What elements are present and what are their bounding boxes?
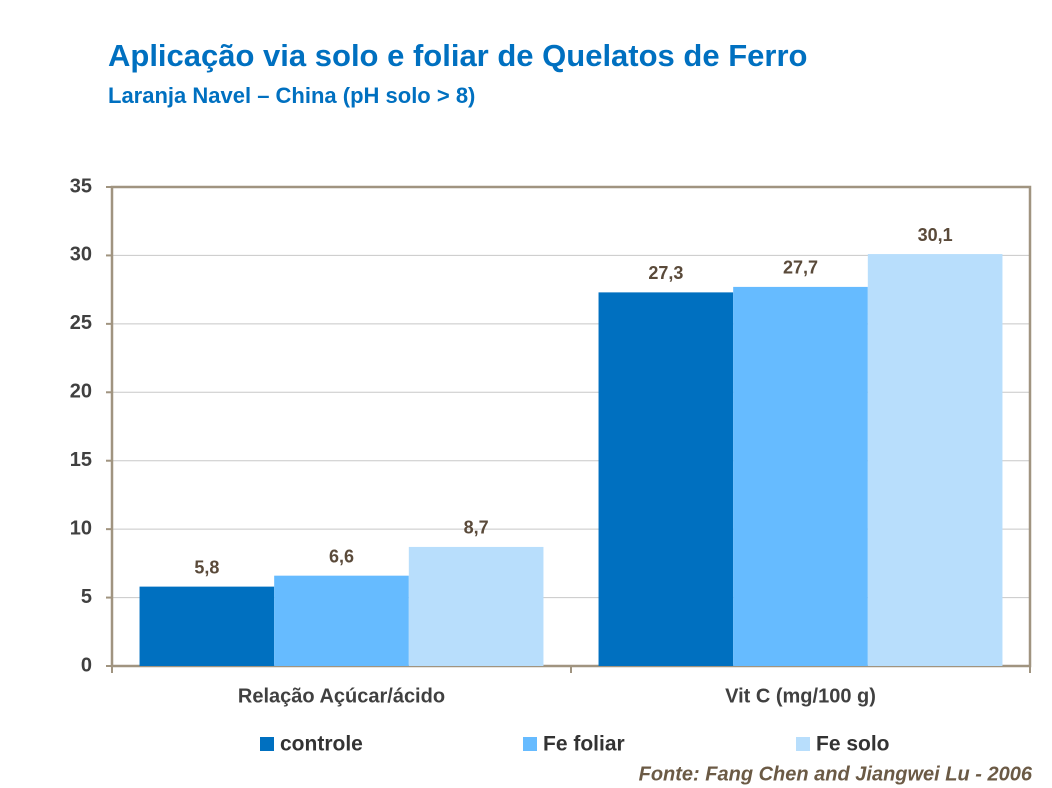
bar [408, 546, 544, 666]
data-label: 30,1 [918, 225, 953, 245]
legend-swatch [260, 737, 274, 751]
y-tick-label: 15 [70, 449, 92, 471]
y-tick-label: 30 [70, 244, 92, 266]
data-label: 27,3 [648, 263, 683, 283]
bar [733, 286, 868, 666]
legend-swatch [796, 737, 810, 751]
y-tick-label: 5 [81, 586, 92, 608]
bar [867, 254, 1003, 666]
bar [274, 575, 409, 666]
chart-subtitle: Laranja Navel – China (pH solo > 8) [108, 83, 475, 108]
bar [598, 292, 734, 666]
y-tick-label: 35 [70, 175, 92, 197]
y-tick-label: 25 [70, 312, 92, 334]
bar [139, 586, 275, 666]
y-tick-label: 0 [81, 654, 92, 676]
legend-swatch [523, 737, 537, 751]
x-tick-label: Vit C (mg/100 g) [725, 685, 876, 707]
source-note: Fonte: Fang Chen and Jiangwei Lu - 2006 [639, 763, 1033, 785]
y-tick-label: 20 [70, 381, 92, 403]
data-label: 5,8 [194, 557, 219, 577]
x-tick-label: Relação Açúcar/ácido [238, 685, 445, 707]
data-label: 27,7 [783, 258, 818, 278]
legend-label: controle [280, 733, 363, 756]
chart-title: Aplicação via solo e foliar de Quelatos … [108, 38, 807, 73]
y-tick-label: 10 [70, 517, 92, 539]
legend-label: Fe foliar [543, 733, 625, 756]
data-label: 6,6 [329, 546, 354, 566]
data-label: 8,7 [464, 518, 489, 538]
legend-label: Fe solo [816, 733, 890, 756]
